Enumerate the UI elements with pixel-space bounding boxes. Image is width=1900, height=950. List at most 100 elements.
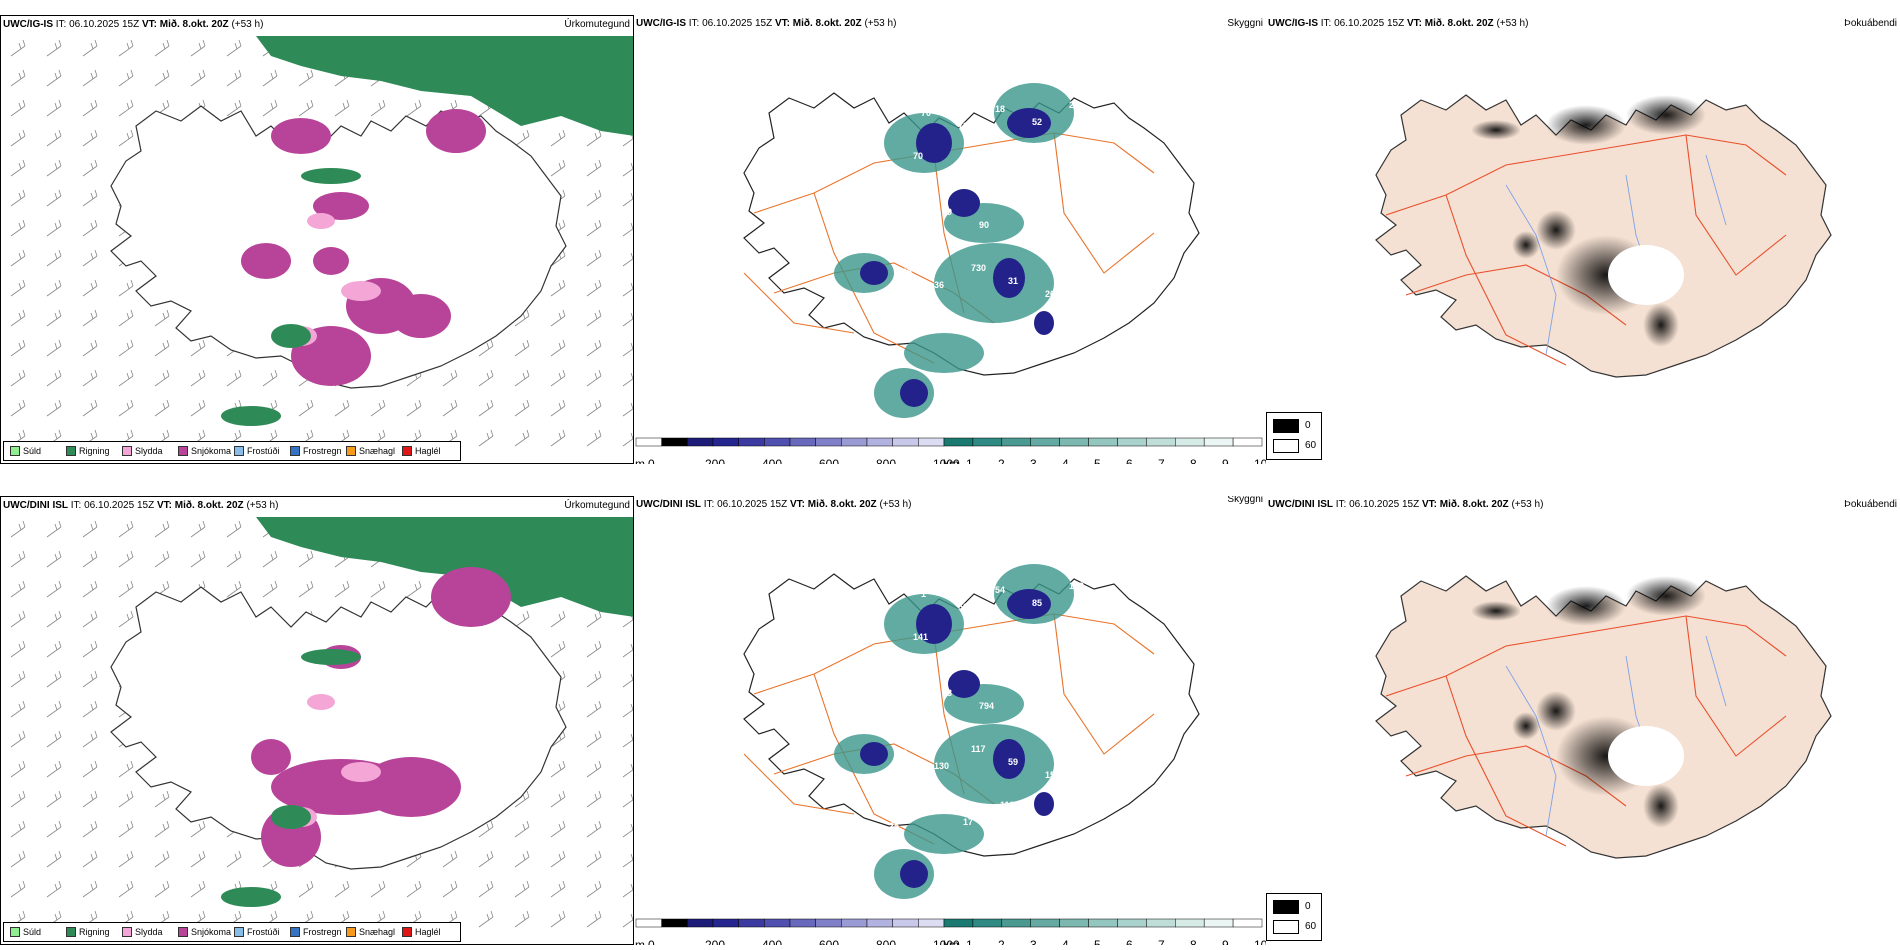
wind-barb: [442, 369, 458, 387]
wind-barb: [82, 670, 98, 688]
wind-barb: [46, 99, 62, 117]
colorbar-tick: 9: [1222, 457, 1229, 464]
fog-legend-label: 0: [1305, 420, 1311, 431]
river: [1705, 154, 1727, 226]
wind-barb: [190, 820, 206, 838]
wind-barb: [82, 760, 98, 778]
panel-header: UWC/IG-IS IT: 06.10.2025 15Z VT: Mið. 8.…: [1268, 18, 1529, 29]
wind-barb: [82, 129, 98, 147]
colorbar-cell: [1088, 437, 1118, 447]
precip-map: [10, 36, 633, 447]
colorbar-cell: [1146, 437, 1176, 447]
wind-barb: [154, 790, 170, 808]
legend-swatch: [66, 446, 76, 456]
wind-barb: [46, 309, 62, 327]
wind-barb: [190, 69, 206, 87]
wind-barb: [118, 279, 134, 297]
wind-barb: [226, 39, 242, 57]
wind-barb: [550, 309, 566, 327]
river: [1505, 665, 1557, 837]
wind-barb: [154, 399, 170, 417]
ceiling-value: 82: [1106, 649, 1116, 659]
wind-barb: [118, 790, 134, 808]
wind-barb: [334, 880, 350, 898]
wind-barb: [154, 339, 170, 357]
ceiling-value: 110: [1000, 800, 1015, 810]
wind-barb: [46, 249, 62, 267]
wind-barb: [622, 252, 633, 267]
sleet-area: [341, 281, 381, 301]
wind-barb: [298, 399, 314, 417]
wind-barb: [154, 520, 170, 538]
wind-barb: [586, 219, 602, 237]
wind-barb: [298, 550, 314, 568]
wind-barb: [82, 640, 98, 658]
wind-barb: [10, 39, 26, 57]
ceiling-value: 794: [979, 701, 994, 711]
legend-swatch: [10, 446, 20, 456]
colorbar-cell: [1059, 918, 1089, 928]
wind-barb: [622, 222, 633, 237]
wind-barb: [622, 432, 633, 447]
rain-area: [271, 324, 311, 348]
wind-barb: [10, 369, 26, 387]
legend-swatch: [10, 927, 20, 937]
colorbar-tick: 1000: [933, 938, 960, 945]
ceiling-value: 65: [950, 645, 960, 655]
wind-barb: [514, 369, 530, 387]
ceiling-value: 188: [1082, 808, 1097, 818]
wind-barb: [262, 69, 278, 87]
wind-barb: [190, 520, 206, 538]
ceiling-value: 385: [1024, 160, 1039, 170]
wind-barb: [514, 850, 530, 868]
ceiling-area: [993, 739, 1025, 779]
road: [743, 272, 855, 334]
wind-barb: [46, 700, 62, 718]
ceiling-value: 425: [897, 267, 912, 277]
wind-barb: [10, 279, 26, 297]
rain-area: [221, 887, 281, 907]
wind-barb: [10, 219, 26, 237]
legend-swatch: [66, 927, 76, 937]
wind-barb: [514, 880, 530, 898]
fog-legend-label: 0: [1305, 901, 1311, 912]
river: [1705, 635, 1727, 707]
wind-barb: [550, 429, 566, 447]
colorbar-tick: 4: [1062, 938, 1069, 945]
wind-barb: [82, 69, 98, 87]
rain-area: [256, 36, 633, 136]
wind-barb: [586, 910, 602, 928]
wind-barb: [586, 850, 602, 868]
wind-barb: [478, 399, 494, 417]
wind-barb: [82, 550, 98, 568]
ceiling-value: 85: [1032, 598, 1042, 608]
wind-barb: [586, 700, 602, 718]
wind-barb: [10, 700, 26, 718]
wind-barb: [622, 823, 633, 838]
colorbar-unit: m: [635, 457, 645, 464]
wind-barb: [550, 399, 566, 417]
wind-barb: [46, 730, 62, 748]
wind-barb: [82, 309, 98, 327]
precip-legend: Súld Rigning Slydda Snjókoma Frostúði Frostre…: [3, 922, 461, 942]
wind-barb: [10, 580, 26, 598]
wind-barb: [622, 703, 633, 718]
wind-barb: [226, 520, 242, 538]
wind-barb: [550, 369, 566, 387]
wind-barb: [46, 159, 62, 177]
road: [753, 132, 1155, 214]
colorbar-cell: [972, 918, 1003, 928]
wind-barb: [46, 399, 62, 417]
visibility-colorbar: km 1 2 3 4 5 6 7 8 9 10: [943, 918, 1266, 945]
wind-barb: [10, 820, 26, 838]
panel-title: Skyggni: [1227, 496, 1263, 505]
ceiling-value: 25: [889, 821, 899, 831]
ceiling-value: 141: [913, 632, 928, 642]
wind-barb: [514, 820, 530, 838]
colorbar-tick: 8: [1190, 457, 1197, 464]
road: [1685, 134, 1787, 276]
legend-label: Snjókoma: [191, 446, 232, 456]
wind-barb: [478, 339, 494, 357]
colorbar-cell: [972, 437, 1003, 447]
wind-barb: [82, 820, 98, 838]
